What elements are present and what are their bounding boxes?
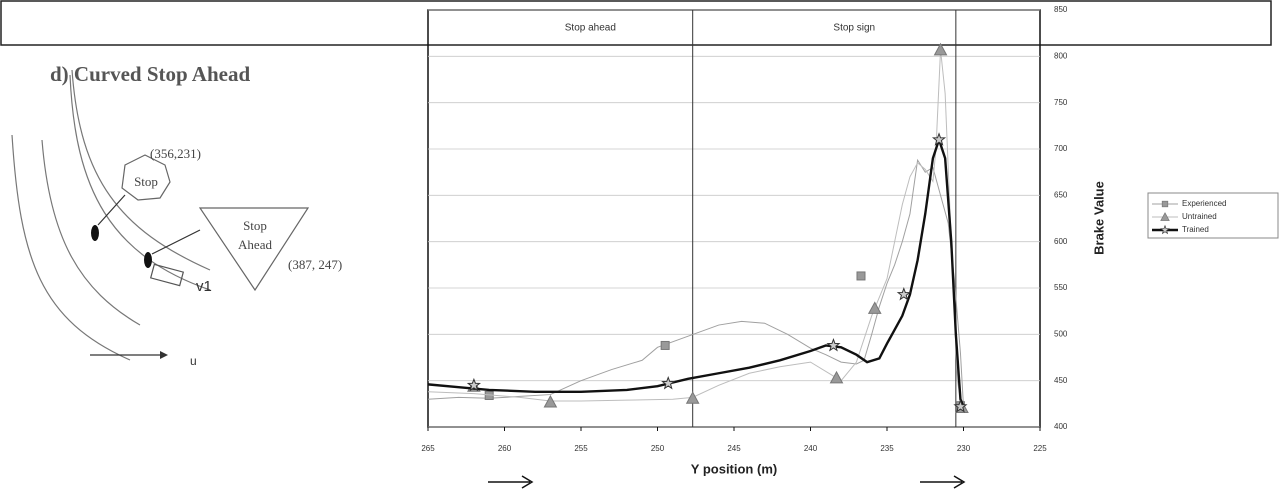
diagram bbox=[12, 70, 308, 360]
legend-label: Trained bbox=[1182, 225, 1209, 234]
x-tick-label: 230 bbox=[957, 444, 971, 453]
data-point bbox=[661, 341, 669, 349]
arrow bbox=[488, 476, 532, 488]
vehicle-shape bbox=[151, 264, 184, 285]
road-edge bbox=[72, 70, 210, 270]
x-tick-label: 240 bbox=[804, 444, 818, 453]
y-tick-label: 850 bbox=[1054, 5, 1068, 14]
region-label: Stop ahead bbox=[565, 23, 616, 34]
x-tick-label: 250 bbox=[651, 444, 665, 453]
y-tick-label: 550 bbox=[1054, 283, 1068, 292]
data-point bbox=[857, 272, 865, 280]
coord-label: (356,231) bbox=[150, 146, 201, 161]
legend-label: Experienced bbox=[1182, 199, 1226, 208]
y-tick-label: 650 bbox=[1054, 190, 1068, 199]
x-tick-label: 225 bbox=[1033, 444, 1047, 453]
coord-label: (387, 247) bbox=[288, 257, 342, 272]
diagram-title: d) Curved Stop Ahead bbox=[50, 62, 250, 86]
direction-arrows bbox=[488, 476, 964, 488]
road-edge bbox=[42, 140, 140, 325]
page: d) Curved Stop Ahead (356,231) Stop Stop… bbox=[0, 0, 1281, 491]
legend-marker bbox=[1162, 201, 1168, 207]
data-point bbox=[831, 372, 843, 383]
x-tick-label: 260 bbox=[498, 444, 512, 453]
stop-position bbox=[91, 225, 99, 241]
sign-label: Ahead bbox=[238, 237, 272, 252]
data-point bbox=[663, 377, 674, 388]
y-tick-label: 600 bbox=[1054, 237, 1068, 246]
y-tick-label: 800 bbox=[1054, 51, 1068, 60]
x-axis-label: Y position (m) bbox=[691, 461, 777, 476]
figure: d) Curved Stop Ahead (356,231) Stop Stop… bbox=[0, 0, 1281, 491]
ahead-position bbox=[144, 252, 152, 268]
x-tick-label: 255 bbox=[574, 444, 588, 453]
y-tick-label: 400 bbox=[1054, 422, 1068, 431]
frame bbox=[1, 1, 1271, 45]
x-tick-label: 265 bbox=[421, 444, 435, 453]
axis-label: u bbox=[190, 354, 197, 368]
y-tick-label: 750 bbox=[1054, 98, 1068, 107]
road-edge bbox=[12, 135, 130, 360]
arrow-head bbox=[160, 351, 168, 359]
plot-frame bbox=[428, 10, 1040, 427]
arrow bbox=[920, 476, 964, 488]
y-axis-label: Brake Value bbox=[1091, 181, 1106, 255]
region-label: Stop sign bbox=[833, 23, 875, 34]
sign-label: Stop bbox=[134, 174, 158, 189]
series-line bbox=[428, 160, 964, 406]
series-line bbox=[428, 140, 964, 407]
y-tick-label: 450 bbox=[1054, 376, 1068, 385]
x-tick-label: 235 bbox=[880, 444, 894, 453]
data-point bbox=[828, 339, 839, 350]
y-tick-label: 700 bbox=[1054, 144, 1068, 153]
vehicle-label: v1 bbox=[196, 278, 212, 295]
sign-label: Stop bbox=[243, 218, 267, 233]
x-tick-label: 245 bbox=[727, 444, 741, 453]
y-tick-label: 500 bbox=[1054, 329, 1068, 338]
legend-label: Untrained bbox=[1182, 212, 1217, 221]
